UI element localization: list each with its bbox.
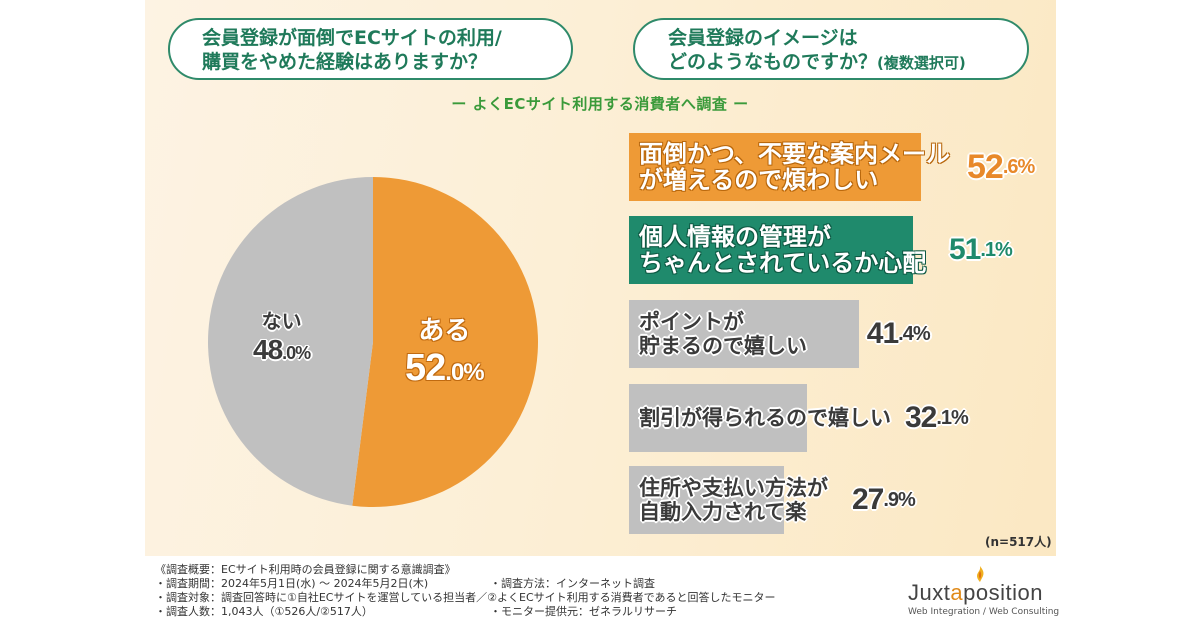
bar-fill: [629, 466, 784, 534]
pie-label-yes: ある 52.0%: [405, 310, 485, 390]
question-right: 会員登録のイメージは どのようなものですか？(複数選択可): [633, 18, 1029, 80]
bar-fill: [629, 133, 921, 201]
pie-slice-no: [208, 177, 373, 506]
survey-footer-right: ・調査方法：インターネット調査 ・モニター提供元：ゼネラルリサーチ: [490, 577, 677, 619]
pie-label-no-value: 48.0%: [253, 334, 311, 366]
logo-tagline: Web Integration / Web Consulting: [908, 607, 1060, 617]
pie-label-no: ない 48.0%: [253, 305, 311, 366]
question-right-note: (複数選択可): [877, 54, 966, 72]
survey-footer-left: 《調査概要：ECサイト利用時の会員登録に関する意識調査》 ・調査期間：2024年…: [155, 563, 776, 619]
bar-label-line: 自動入力されて楽: [639, 500, 807, 524]
bar-label-line: ポイントが: [639, 310, 744, 334]
bar-label-line: 面倒かつ、不要な案内メール: [639, 140, 951, 168]
pie-slice-yes: [352, 177, 539, 507]
bar-value-dec: .4%: [898, 322, 930, 345]
pie-label-yes-value: 52.0%: [405, 347, 485, 390]
bar-label-line: 住所や支払い方法が: [639, 476, 828, 500]
pie-yes-int: 52: [405, 347, 446, 389]
bar-value-dec: .1%: [936, 406, 968, 429]
company-logo: Juxtaposition Web Integration / Web Cons…: [908, 566, 1060, 617]
pie-label-no-category: ない: [261, 309, 302, 333]
bar-value-int: 27: [852, 483, 884, 516]
bar-label-line: 貯まるので嬉しい: [639, 334, 807, 358]
footer-line: ・調査方法：インターネット調査: [490, 577, 655, 590]
bar-label-line: 個人情報の管理が: [639, 223, 831, 251]
bar-label: ポイントが 貯まるので嬉しい: [639, 300, 807, 368]
survey-subtitle: ー よくECサイト利用する消費者へ調査 ー: [451, 95, 749, 113]
bar-label: 割引が得られるので嬉しい: [639, 384, 891, 452]
bar-value-dec: .1%: [980, 238, 1012, 261]
bar-label-line: が増えるので煩わしい: [639, 166, 879, 194]
question-right-line2: どのようなものですか？: [668, 51, 878, 73]
question-left-line2: 購買をやめた経験はありますか？: [202, 51, 488, 73]
pie-label-yes-category: ある: [418, 316, 471, 346]
bar-label-line: ちゃんとされているか心配: [639, 249, 927, 277]
bar-label: 個人情報の管理が ちゃんとされているか心配: [639, 216, 926, 284]
footer-line: ・調査期間：2024年5月1日(水) ～ 2024年5月2日(木): [155, 577, 429, 590]
bar-fill: [629, 216, 913, 284]
bar-value-int: 52: [967, 147, 1004, 186]
question-right-line1: 会員登録のイメージは: [668, 27, 858, 49]
bar-fill: [629, 300, 859, 368]
bar-value-int: 41: [866, 317, 899, 350]
question-left: 会員登録が面倒でECサイトの利用/ 購買をやめた経験はありますか？: [168, 18, 573, 80]
bar-value-dec: .6%: [1002, 155, 1035, 178]
bar-value: 27.9%: [852, 466, 916, 534]
pie-no-int: 48: [253, 334, 283, 365]
sample-size-note: (n=517人): [985, 535, 1052, 549]
pie-no-dec: .0%: [282, 343, 311, 363]
logo-name: Juxtaposition: [908, 580, 1043, 605]
bar-value: 32.1%: [905, 384, 969, 452]
footer-line: ・調査人数：1,043人（①526人/②517人）: [155, 605, 373, 618]
question-left-line1: 会員登録が面倒でECサイトの利用/: [202, 27, 502, 49]
bar-fill: [629, 384, 808, 452]
bar-label: 面倒かつ、不要な案内メール が増えるので煩わしい: [639, 133, 950, 201]
bar-label: 住所や支払い方法が 自動入力されて楽: [639, 466, 828, 534]
flame-icon: [977, 566, 984, 582]
footer-line: ・調査対象：調査回答時に①自社ECサイトを運営している担当者／②よくECサイト利…: [155, 591, 776, 604]
bar-value: 52.6%: [967, 133, 1035, 201]
bar-value-int: 51: [949, 233, 981, 266]
pie-yes-dec: .0%: [445, 359, 484, 386]
bar-value-dec: .9%: [883, 488, 915, 511]
bar-label-line: 割引が得られるので嬉しい: [639, 406, 891, 430]
bar-value: 41.4%: [866, 300, 931, 368]
bar-value: 51.1%: [949, 216, 1013, 284]
bar-value-int: 32: [905, 401, 937, 434]
pie-chart: [208, 177, 539, 507]
footer-line: 《調査概要：ECサイト利用時の会員登録に関する意識調査》: [155, 563, 456, 576]
footer-line: ・モニター提供元：ゼネラルリサーチ: [490, 605, 677, 618]
